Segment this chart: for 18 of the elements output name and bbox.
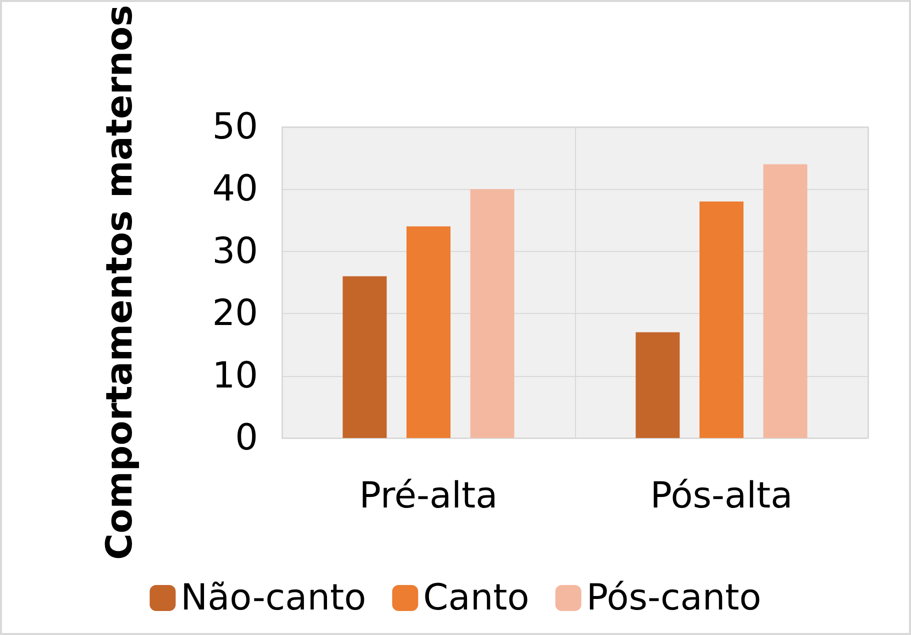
y-axis-title: Comportamentos maternos <box>100 4 140 560</box>
bar <box>636 332 680 438</box>
bar <box>342 276 387 438</box>
y-tick-label: 10 <box>212 355 258 396</box>
bar <box>700 202 744 438</box>
y-tick-label: 30 <box>212 230 258 272</box>
bar <box>470 189 514 438</box>
y-tick-label: 0 <box>235 418 258 458</box>
y-tick-label: 50 <box>212 106 258 148</box>
x-tick-label: Pós-alta <box>650 476 793 516</box>
y-tick-label: 40 <box>212 168 258 210</box>
x-tick-label: Pré-alta <box>359 476 498 516</box>
legend-label: Não-canto <box>180 578 366 618</box>
legend-label: Pós-canto <box>586 578 762 618</box>
legend-label: Canto <box>423 578 530 618</box>
bar <box>763 164 808 438</box>
bar <box>406 226 450 438</box>
y-tick-label: 20 <box>212 293 258 334</box>
